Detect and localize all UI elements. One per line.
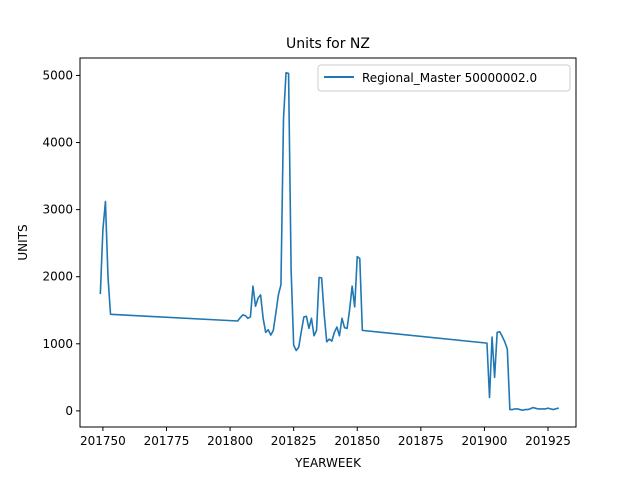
y-tick-label: 4000 [42,136,73,150]
x-tick-label: 201750 [80,434,126,448]
plot-area [99,71,559,412]
x-tick-label: 201925 [525,434,571,448]
x-tick-label: 201850 [334,434,380,448]
x-tick-label: 201875 [398,434,444,448]
y-axis: 0 1000 2000 3000 4000 5000 [42,68,80,418]
legend-label: Regional_Master 50000002.0 [362,71,537,85]
y-tick-label: 5000 [42,68,73,82]
x-axis-label: YEARWEEK [294,456,362,470]
legend-box [317,64,571,92]
chart-title: Units for NZ [286,36,370,52]
x-tick-label: 201825 [271,434,317,448]
y-tick-label: 1000 [42,337,73,351]
legend: Regional_Master 50000002.0 [317,64,571,92]
x-axis: 201750 201775 201800 201825 201850 201875 2019… [80,427,571,448]
x-tick-label: 201800 [207,434,253,448]
y-tick-label: 0 [65,404,73,418]
series-line-0 [99,71,559,412]
y-tick-label: 3000 [42,203,73,217]
x-tick-label: 201900 [462,434,508,448]
y-axis-label: UNITS [16,224,30,260]
axes-frame [79,57,577,428]
x-tick-label: 201775 [144,434,190,448]
y-tick-label: 2000 [42,270,73,284]
